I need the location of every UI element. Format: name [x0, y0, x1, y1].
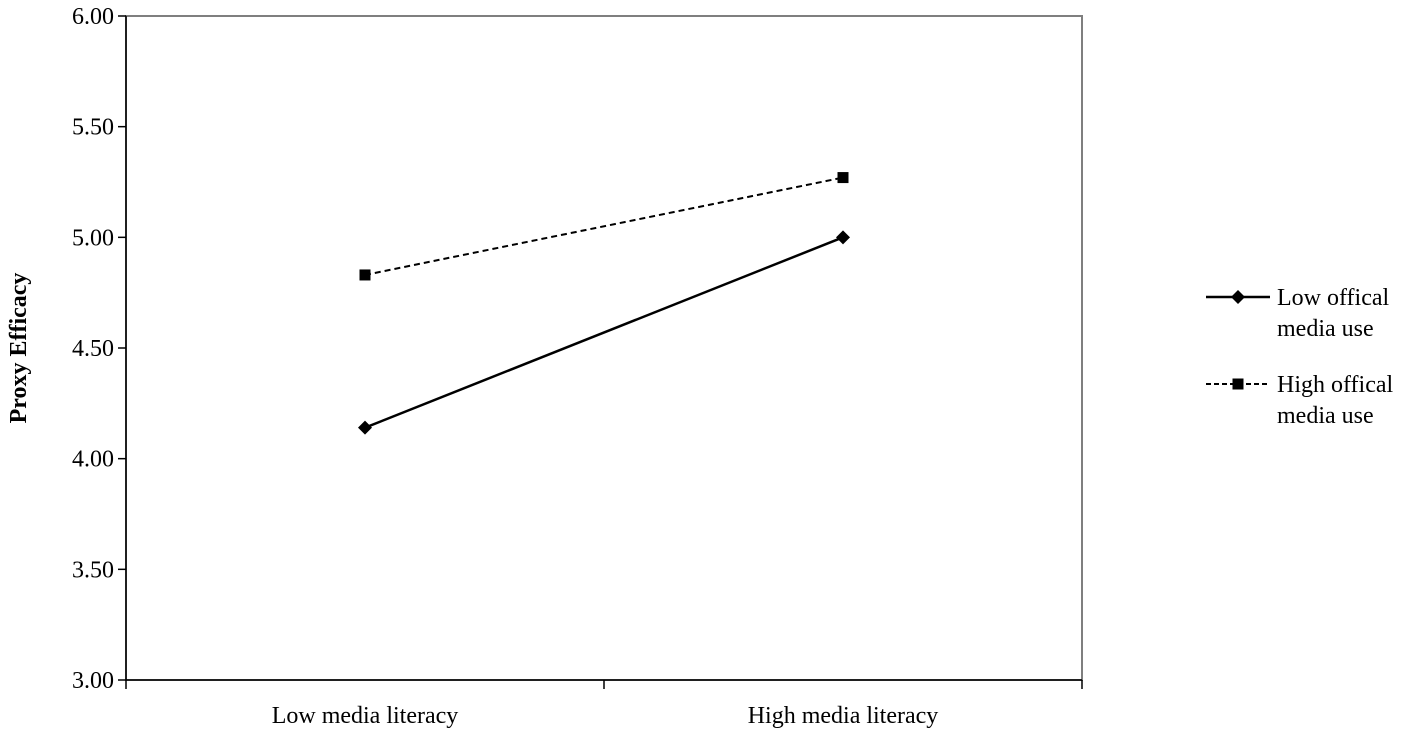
series-line — [364, 236, 844, 429]
y-tick-label: 4.50 — [72, 336, 114, 362]
data-point-marker — [836, 230, 850, 245]
data-point-marker — [358, 420, 372, 435]
y-tick-label: 5.00 — [72, 225, 114, 251]
legend-label: Low offical — [1277, 285, 1390, 311]
series-1 — [358, 230, 850, 435]
legend-marker — [1231, 290, 1245, 304]
series-2 — [359, 172, 849, 281]
x-category-label: Low media literacy — [272, 703, 459, 729]
series-layer — [358, 172, 850, 435]
legend-label: media use — [1277, 403, 1374, 429]
y-tick-label: 4.00 — [72, 447, 114, 473]
y-tick-label: 3.00 — [72, 668, 114, 694]
legend-item: High offical media use — [1206, 372, 1394, 429]
legend: Low offical media use High offical media us… — [1206, 285, 1394, 429]
series-line — [364, 176, 844, 276]
y-ticks: 3.00 3.50 4.00 4.50 5.00 5.50 6.00 — [72, 4, 126, 694]
y-axis-label: Proxy Efficacy — [6, 273, 32, 424]
x-ticks: Low media literacy High media literacy — [125, 680, 1083, 729]
data-point-marker — [837, 172, 849, 184]
legend-item: Low offical media use — [1206, 285, 1390, 342]
y-tick-label: 6.00 — [72, 4, 114, 30]
legend-label: High offical — [1277, 372, 1394, 398]
y-tick-label: 5.50 — [72, 115, 114, 141]
x-category-label: High media literacy — [748, 703, 939, 729]
legend-marker — [1232, 378, 1244, 390]
plot-frame — [125, 15, 1083, 681]
data-point-marker — [359, 269, 371, 281]
y-tick-label: 3.50 — [72, 557, 114, 583]
legend-label: media use — [1277, 316, 1374, 342]
